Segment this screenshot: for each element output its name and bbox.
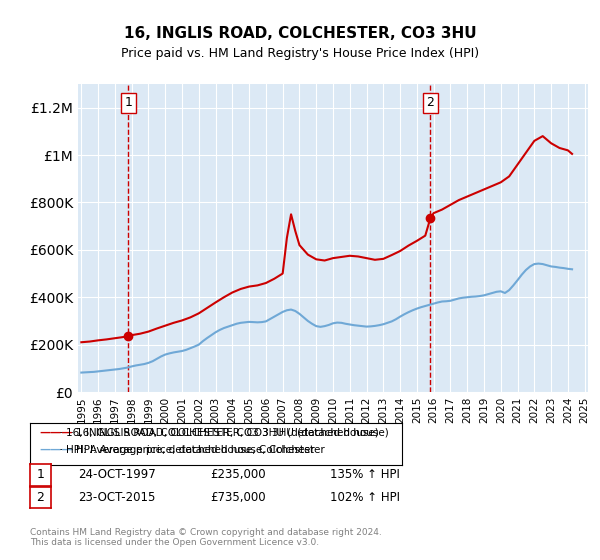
Text: 2: 2	[427, 96, 434, 109]
Text: ———: ———	[39, 428, 73, 438]
Text: ———: ———	[39, 445, 73, 455]
Text: £235,000: £235,000	[210, 468, 266, 482]
Text: ─── HPI: Average price, detached house, Colchester: ─── HPI: Average price, detached house, …	[54, 445, 325, 455]
Text: 16, INGLIS ROAD, COLCHESTER, CO3 3HU (detached house): 16, INGLIS ROAD, COLCHESTER, CO3 3HU (de…	[66, 428, 379, 438]
Text: 1: 1	[36, 468, 44, 482]
Text: Price paid vs. HM Land Registry's House Price Index (HPI): Price paid vs. HM Land Registry's House …	[121, 46, 479, 60]
Text: ─── 16, INGLIS ROAD, COLCHESTER, CO3 3HU (detached house): ─── 16, INGLIS ROAD, COLCHESTER, CO3 3HU…	[54, 428, 389, 438]
Text: 135% ↑ HPI: 135% ↑ HPI	[330, 468, 400, 482]
Text: 102% ↑ HPI: 102% ↑ HPI	[330, 491, 400, 504]
Text: 24-OCT-1997: 24-OCT-1997	[78, 468, 156, 482]
Text: HPI: Average price, detached house, Colchester: HPI: Average price, detached house, Colc…	[66, 445, 315, 455]
Text: 16, INGLIS ROAD, COLCHESTER, CO3 3HU: 16, INGLIS ROAD, COLCHESTER, CO3 3HU	[124, 26, 476, 41]
Text: 2: 2	[36, 491, 44, 504]
Text: £735,000: £735,000	[210, 491, 266, 504]
Text: 23-OCT-2015: 23-OCT-2015	[78, 491, 155, 504]
Text: Contains HM Land Registry data © Crown copyright and database right 2024.
This d: Contains HM Land Registry data © Crown c…	[30, 528, 382, 547]
Text: 1: 1	[125, 96, 133, 109]
